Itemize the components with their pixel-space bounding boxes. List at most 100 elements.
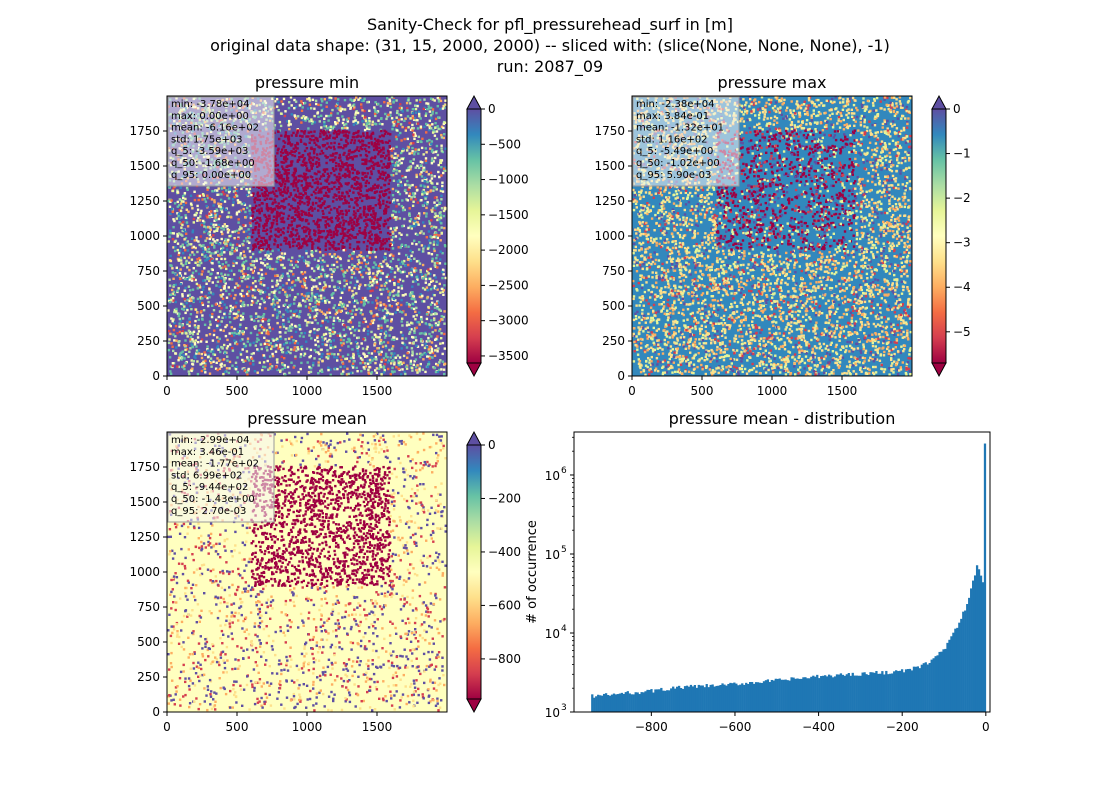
heatmap-cell [341, 108, 344, 111]
heatmap-cell [434, 207, 437, 210]
heatmap-cell [436, 364, 439, 367]
heatmap-cell [427, 336, 430, 340]
heatmap-cell [234, 305, 237, 308]
heatmap-cell [186, 278, 189, 281]
heatmap-cell [364, 119, 368, 123]
heatmap-cell [356, 370, 359, 373]
heatmap-cell [226, 345, 230, 348]
heatmap-cell [192, 330, 196, 333]
heatmap-cell [346, 231, 349, 234]
heatmap-cell [249, 356, 253, 359]
heatmap-cell [211, 243, 214, 246]
heatmap-cell [418, 262, 422, 265]
heatmap-cell [220, 230, 223, 233]
heatmap-cell [412, 363, 415, 366]
heatmap-cell [439, 159, 442, 162]
heatmap-cell [197, 348, 201, 352]
heatmap-cell [183, 277, 187, 281]
heatmap-cell [177, 344, 181, 347]
heatmap-cell [184, 249, 187, 252]
heatmap-cell [404, 244, 407, 247]
heatmap-cell [408, 294, 412, 297]
heatmap-cell [394, 216, 397, 219]
heatmap-cell [342, 223, 345, 227]
heatmap-cell [200, 356, 204, 360]
heatmap-cell [213, 219, 216, 222]
heatmap-cell [434, 204, 437, 208]
heatmap-cell [323, 120, 326, 124]
heatmap-cell [361, 275, 364, 279]
heatmap-cell [337, 186, 341, 189]
heatmap-cell [392, 359, 395, 362]
heatmap-cell [419, 126, 423, 130]
heatmap-cell [334, 312, 337, 316]
heatmap-cell [349, 316, 353, 320]
heatmap-cell [214, 227, 218, 231]
heatmap-cell [351, 252, 354, 255]
heatmap-cell [273, 124, 277, 127]
heatmap-cell [381, 166, 384, 169]
heatmap-cell [351, 99, 354, 102]
heatmap-cell [335, 217, 338, 220]
heatmap-cell [329, 368, 332, 371]
heatmap-cell [331, 158, 334, 161]
heatmap-cell [386, 162, 390, 165]
heatmap-cell [222, 228, 225, 231]
heatmap-cell [438, 234, 441, 237]
heatmap-cell [208, 320, 212, 323]
heatmap-cell [313, 107, 316, 110]
heatmap-cell [200, 338, 204, 341]
heatmap-cell [331, 160, 335, 163]
heatmap-cell [357, 149, 361, 152]
heatmap-cell [422, 275, 426, 278]
heatmap-cell [370, 371, 374, 374]
heatmap-cell [196, 311, 199, 314]
heatmap-cell [382, 288, 385, 291]
heatmap-cell [408, 293, 412, 296]
heatmap-cell [172, 187, 175, 190]
heatmap-cell [300, 130, 303, 133]
heatmap-cell [336, 334, 339, 337]
heatmap-cell [324, 154, 327, 158]
heatmap-cell [377, 367, 381, 370]
heatmap-cell [440, 147, 443, 150]
heatmap-cell [268, 296, 271, 300]
heatmap-cell [410, 268, 413, 271]
heatmap-cell [407, 226, 410, 230]
heatmap-cell [293, 98, 296, 102]
heatmap-cell [317, 351, 320, 354]
heatmap-cell [350, 257, 354, 260]
heatmap-cell [307, 131, 310, 134]
heatmap-cell [312, 150, 316, 153]
heatmap-cell [362, 178, 365, 181]
heatmap-cell [293, 310, 297, 313]
heatmap-cell [201, 314, 204, 317]
heatmap-cell [351, 157, 354, 160]
heatmap-cell [320, 355, 323, 358]
heatmap-cell [194, 261, 197, 264]
heatmap-cell [208, 259, 212, 262]
heatmap-cell [251, 208, 254, 212]
heatmap-cell [265, 187, 268, 191]
heatmap-cell [256, 216, 259, 219]
heatmap-cell [286, 120, 289, 123]
heatmap-cell [183, 344, 186, 347]
heatmap-cell [286, 317, 290, 320]
heatmap-cell [426, 269, 429, 273]
heatmap-cell [275, 172, 278, 176]
heatmap-cell [216, 319, 220, 323]
heatmap-cell [397, 294, 400, 297]
heatmap-cell [197, 198, 200, 202]
heatmap-cell [291, 326, 294, 329]
heatmap-cell [307, 202, 311, 205]
heatmap-cell [195, 352, 198, 355]
heatmap-cell [196, 260, 200, 264]
heatmap-cell [387, 290, 390, 293]
heatmap-cell [322, 212, 325, 215]
panel-title: pressure min [255, 73, 359, 92]
heatmap-cell [413, 297, 416, 301]
heatmap-cell [292, 274, 295, 277]
heatmap-cell [290, 104, 293, 107]
heatmap-cell [344, 198, 347, 202]
heatmap-cell [314, 309, 317, 312]
